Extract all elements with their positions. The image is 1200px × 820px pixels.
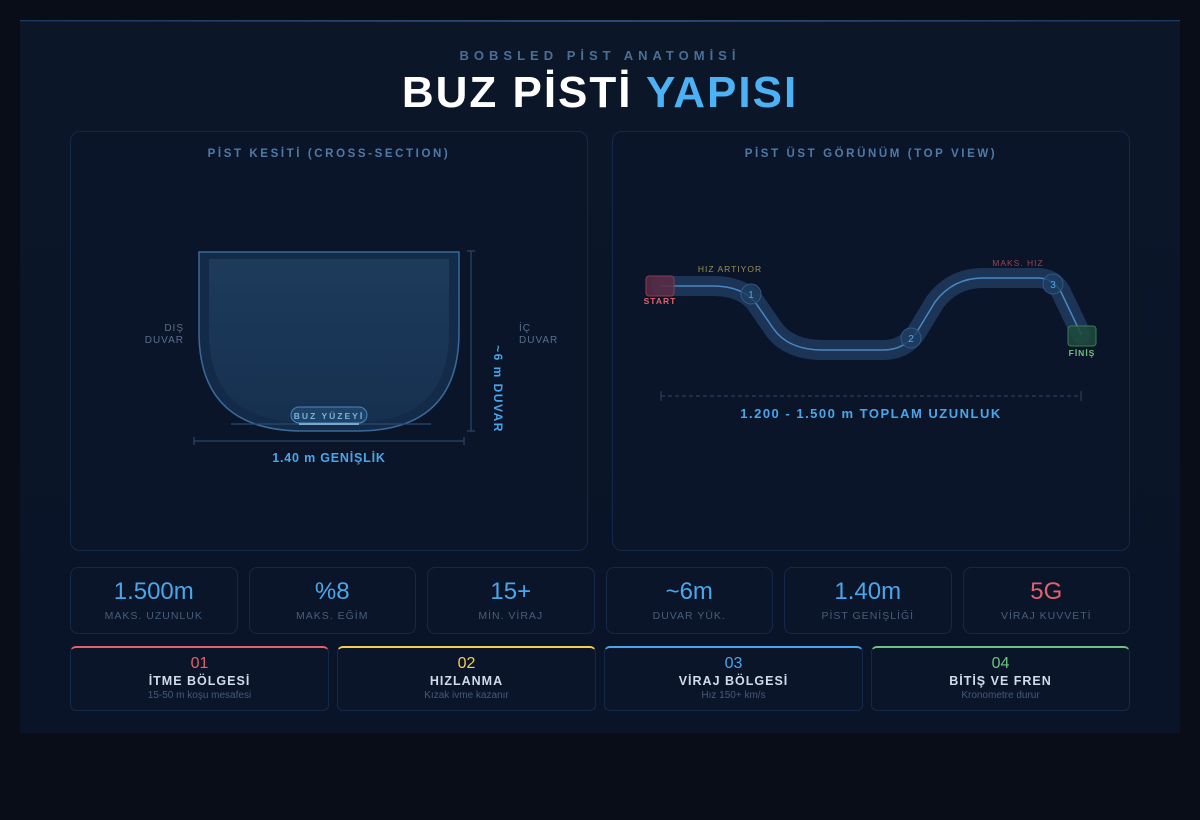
zone-name: HIZLANMA: [429, 674, 504, 688]
zone-number: 01: [190, 655, 209, 672]
max-speed-label: MAKS. HIZ: [992, 258, 1044, 268]
page-title: BUZ PİSTİ YAPISI: [20, 68, 1180, 118]
outer-wall-label-1: DIŞ: [164, 323, 184, 334]
finish-label: FİNİŞ: [1069, 348, 1096, 358]
stat-card-min-curves: 15+ MİN. VİRAJ: [427, 567, 595, 634]
zone-number: 03: [724, 655, 743, 672]
zone-description: 15-50 m koşu mesafesi: [147, 690, 252, 701]
stat-value: %8: [314, 578, 350, 605]
cross-section-panel: PİST KESİTİ (CROSS-SECTION) BUZ YÜZEYİ D…: [70, 131, 588, 551]
curve-marker-3: 3: [1042, 273, 1064, 295]
stat-card-max-slope: %8 MAKS. EĞİM: [248, 567, 416, 634]
stat-value: 1.500m: [113, 578, 194, 605]
stat-value: 1.40m: [834, 578, 902, 605]
zone-name: VİRAJ BÖLGESİ: [678, 674, 789, 688]
inner-wall-label-2: DUVAR: [519, 335, 558, 346]
top-view-diagram: START FİNİŞ 1 2 3 HIZ ARTIYOR MAKS. HIZ: [644, 258, 1097, 421]
start-label: START: [644, 296, 677, 306]
stat-value: 5G: [1030, 578, 1063, 605]
zone-card-push: 01 İTME BÖLGESİ 15-50 m koşu mesafesi: [70, 646, 329, 711]
outer-wall-label-2: DUVAR: [145, 335, 184, 346]
zone-name: İTME BÖLGESİ: [148, 674, 251, 688]
stat-label: DUVAR YÜK.: [652, 610, 726, 622]
stat-label: VİRAJ KUVVETİ: [1000, 610, 1092, 622]
length-label: 1.200 - 1.500 m TOPLAM UZUNLUK: [740, 406, 1001, 421]
finish-marker: [1067, 325, 1097, 347]
eyebrow-subtitle: BOBSLED PİST ANATOMİSİ: [459, 48, 741, 63]
svg-text:2: 2: [908, 334, 914, 345]
cross-section-diagram: BUZ YÜZEYİ DIŞ DUVAR İÇ DUVAR ~6 m DUVAR…: [145, 250, 558, 465]
stat-card-max-length: 1.500m MAKS. UZUNLUK: [70, 567, 238, 634]
stat-label: PİST GENİŞLİĞİ: [821, 610, 915, 622]
zone-number: 04: [991, 655, 1010, 672]
width-label: 1.40 m GENİŞLİK: [272, 450, 385, 465]
svg-text:3: 3: [1050, 280, 1056, 291]
stat-card-curve-force: 5G VİRAJ KUVVETİ: [962, 567, 1130, 634]
track-path: [651, 268, 1091, 360]
title-accent: YAPISI: [645, 68, 799, 117]
stat-label: MİN. VİRAJ: [478, 610, 544, 622]
zone-name: BİTİŞ VE FREN: [949, 674, 1052, 688]
stats-row: 1.500m MAKS. UZUNLUK %8 MAKS. EĞİM 15+ M…: [70, 567, 1130, 634]
curve-marker-1: 1: [740, 283, 762, 305]
cross-section-title: PİST KESİTİ (CROSS-SECTION): [207, 148, 451, 160]
zone-card-finish: 04 BİTİŞ VE FREN Kronometre durur: [871, 646, 1130, 711]
stat-card-wall-height: ~6m DUVAR YÜK.: [605, 567, 773, 634]
zone-card-acceleration: 02 HIZLANMA Kızak ivme kazanır: [337, 646, 596, 711]
stat-card-track-width: 1.40m PİST GENİŞLİĞİ: [784, 567, 952, 634]
stat-label: MAKS. UZUNLUK: [104, 610, 203, 622]
stat-label: MAKS. EĞİM: [296, 610, 369, 622]
infographic-frame: BOBSLED PİST ANATOMİSİ BUZ PİSTİ YAPISI …: [20, 20, 1180, 733]
zones-row: 01 İTME BÖLGESİ 15-50 m koşu mesafesi 02…: [70, 646, 1130, 711]
zone-description: Hız 150+ km/s: [701, 690, 766, 701]
speed-up-label: HIZ ARTIYOR: [698, 264, 762, 274]
zone-description: Kronometre durur: [961, 690, 1040, 701]
zone-number: 02: [457, 655, 476, 672]
zone-description: Kızak ivme kazanır: [424, 690, 509, 701]
top-view-title: PİST ÜST GÖRÜNÜM (TOP VIEW): [744, 148, 998, 160]
top-view-panel: PİST ÜST GÖRÜNÜM (TOP VIEW) START FİNİŞ …: [612, 131, 1130, 551]
title-main: BUZ PİSTİ: [401, 68, 633, 117]
ice-surface-label: BUZ YÜZEYİ: [294, 411, 364, 421]
height-label: ~6 m DUVAR: [491, 345, 505, 433]
stat-value: 15+: [490, 578, 532, 605]
zone-card-curves: 03 VİRAJ BÖLGESİ Hız 150+ km/s: [604, 646, 863, 711]
svg-text:1: 1: [748, 290, 754, 301]
curve-marker-2: 2: [900, 327, 922, 349]
start-marker: [645, 275, 675, 297]
inner-wall-label-1: İÇ: [519, 321, 531, 334]
stat-value: ~6m: [665, 578, 713, 605]
